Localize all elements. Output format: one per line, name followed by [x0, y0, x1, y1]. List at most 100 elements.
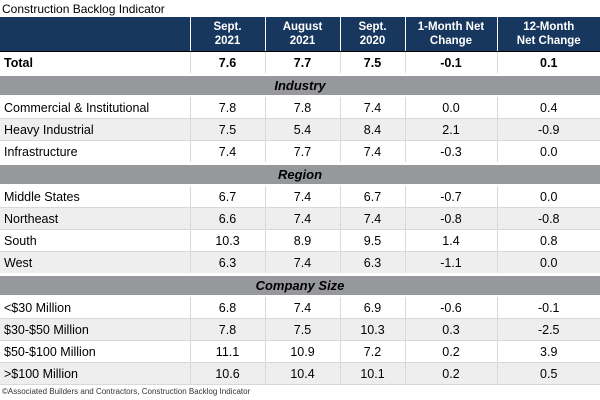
table-cell: 9.5	[339, 229, 405, 252]
header-line: Net Change	[516, 35, 581, 47]
header-cell-empty	[0, 17, 190, 52]
table-row: >$100 Million 10.6 10.4 10.1 0.2 0.5	[0, 362, 600, 385]
table-cell: -0.9	[496, 118, 600, 141]
table-cell: 0.0	[496, 140, 600, 164]
row-label: $30-$50 Million	[0, 318, 190, 341]
header-line: 2020	[359, 35, 386, 47]
page-title: Construction Backlog Indicator	[2, 2, 165, 16]
row-label: Total	[0, 51, 190, 75]
table-cell: 8.4	[339, 118, 405, 141]
table-cell: 7.7	[264, 51, 340, 75]
table-cell: 7.5	[189, 118, 265, 141]
table-row: Commercial & Institutional 7.8 7.8 7.4 0…	[0, 96, 600, 119]
table-cell: -0.7	[404, 185, 497, 208]
header-line: 12-Month	[523, 21, 575, 33]
table-cell: 7.5	[339, 51, 405, 75]
table-cell: 7.8	[189, 96, 265, 119]
section-title: Region	[0, 162, 600, 186]
table-row: South 10.3 8.9 9.5 1.4 0.8	[0, 229, 600, 252]
table-cell: 0.2	[404, 340, 497, 363]
row-label: >$100 Million	[0, 362, 190, 385]
header-cell-1-month-net-change: 1-Month Net Change	[404, 17, 497, 52]
table-cell: -0.1	[496, 296, 600, 319]
table-cell: 6.8	[189, 296, 265, 319]
section-header-row-industry: Industry	[0, 73, 600, 97]
table-row: Infrastructure 7.4 7.7 7.4 -0.3 0.0	[0, 140, 600, 164]
table-cell: 0.8	[496, 229, 600, 252]
table-cell: 6.3	[189, 251, 265, 275]
table-cell: 7.4	[189, 140, 265, 164]
table-cell: 7.4	[339, 96, 405, 119]
table-cell: 6.7	[189, 185, 265, 208]
header-line: Change	[429, 35, 473, 47]
table-cell: 0.3	[404, 318, 497, 341]
table-row: West 6.3 7.4 6.3 -1.1 0.0	[0, 251, 600, 275]
table-cell: -0.8	[496, 207, 600, 230]
table-cell: 0.5	[496, 362, 600, 385]
table-cell: 0.0	[404, 96, 497, 119]
table-cell: 7.4	[339, 207, 405, 230]
table-cell: 3.9	[496, 340, 600, 363]
table-row: Middle States 6.7 7.4 6.7 -0.7 0.0	[0, 185, 600, 208]
row-label: South	[0, 229, 190, 252]
table-cell: 7.4	[264, 251, 340, 275]
table-row: $50-$100 Million 11.1 10.9 7.2 0.2 3.9	[0, 340, 600, 363]
header-cell-12-month-net-change: 12-Month Net Change	[496, 17, 600, 52]
table-row: <$30 Million 6.8 7.4 6.9 -0.6 -0.1	[0, 296, 600, 319]
table-cell: 7.2	[339, 340, 405, 363]
table-cell: 7.5	[264, 318, 340, 341]
table-cell: -0.3	[404, 140, 497, 164]
row-label: Northeast	[0, 207, 190, 230]
table-cell: 0.0	[496, 185, 600, 208]
row-label: Commercial & Institutional	[0, 96, 190, 119]
section-title: Company Size	[0, 273, 600, 297]
header-line: 1-Month Net	[417, 21, 485, 33]
source-attribution: ©Associated Builders and Contractors, Co…	[2, 387, 251, 396]
table-cell: -0.1	[404, 51, 497, 75]
table-cell: 0.0	[496, 251, 600, 275]
table-cell: -1.1	[404, 251, 497, 275]
row-label: Middle States	[0, 185, 190, 208]
table-cell: 0.2	[404, 362, 497, 385]
table-cell: 7.7	[264, 140, 340, 164]
table-cell: 7.4	[264, 207, 340, 230]
table-cell: 1.4	[404, 229, 497, 252]
table-cell: 10.1	[339, 362, 405, 385]
header-line: Sept.	[358, 21, 387, 33]
header-cell-august-2021: August 2021	[264, 17, 340, 52]
table-cell: 7.6	[189, 51, 265, 75]
backlog-indicator-table: Sept. 2021 August 2021 Sept. 2020 1-Mont…	[0, 17, 600, 385]
row-label: Heavy Industrial	[0, 118, 190, 141]
table-cell: 6.9	[339, 296, 405, 319]
header-line: Sept.	[213, 21, 242, 33]
table-cell: 6.6	[189, 207, 265, 230]
table-cell: 10.3	[189, 229, 265, 252]
row-label: <$30 Million	[0, 296, 190, 319]
header-line: August	[282, 21, 323, 33]
table-cell: 10.9	[264, 340, 340, 363]
table-cell: 10.3	[339, 318, 405, 341]
table-cell: 6.7	[339, 185, 405, 208]
section-header-row-company-size: Company Size	[0, 273, 600, 297]
table-cell: 0.4	[496, 96, 600, 119]
table-cell: -2.5	[496, 318, 600, 341]
header-cell-sept-2021: Sept. 2021	[189, 17, 265, 52]
table-cell: 6.3	[339, 251, 405, 275]
table-cell: 2.1	[404, 118, 497, 141]
table-cell: 7.4	[264, 296, 340, 319]
table-cell: 7.4	[264, 185, 340, 208]
row-label: Infrastructure	[0, 140, 190, 164]
table-cell: 7.8	[189, 318, 265, 341]
table-cell: -0.8	[404, 207, 497, 230]
row-label: $50-$100 Million	[0, 340, 190, 363]
header-line: 2021	[289, 35, 316, 47]
header-line: 2021	[214, 35, 241, 47]
table-row: $30-$50 Million 7.8 7.5 10.3 0.3 -2.5	[0, 318, 600, 341]
table-cell: 7.8	[264, 96, 340, 119]
table-cell: 5.4	[264, 118, 340, 141]
table-cell: 11.1	[189, 340, 265, 363]
table-row: Heavy Industrial 7.5 5.4 8.4 2.1 -0.9	[0, 118, 600, 141]
table-cell: 0.1	[496, 51, 600, 75]
row-label: West	[0, 251, 190, 275]
table-cell: -0.6	[404, 296, 497, 319]
